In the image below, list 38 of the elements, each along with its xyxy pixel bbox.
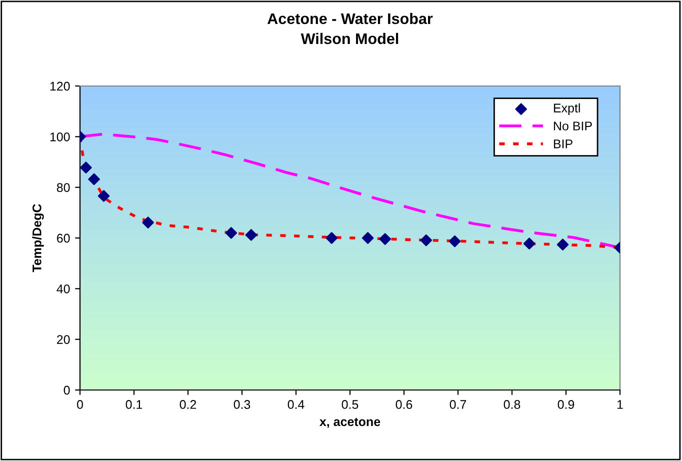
point — [88, 173, 100, 186]
legend-label: No BIP — [554, 122, 592, 130]
y-tick-label: 120 — [50, 82, 70, 91]
point — [379, 233, 391, 245]
point — [225, 227, 238, 239]
y-tick-label: 40 — [56, 284, 70, 294]
point — [80, 162, 92, 174]
y-tick-label: 20 — [57, 335, 70, 344]
x-tick-label: 0.5 — [342, 400, 358, 409]
x-tick-label: 0.2 — [180, 400, 196, 409]
point — [420, 234, 432, 246]
x-axis-title: x, acetone — [320, 418, 380, 428]
point — [556, 238, 569, 250]
point — [98, 190, 110, 202]
legend-label: BIP — [554, 140, 572, 148]
y-axis-title: Temp/DegC — [32, 204, 44, 272]
point — [362, 232, 374, 244]
x-tick-label: 0.6 — [396, 400, 412, 409]
y-tick-label: 60 — [57, 234, 70, 243]
x-tick-label: 1 — [617, 400, 623, 409]
legend-label: Exptl — [554, 103, 580, 115]
chart-subtitle: Wilson Model — [300, 32, 398, 44]
point — [142, 216, 154, 228]
x-tick-label: 0.3 — [234, 400, 250, 409]
point — [245, 229, 258, 241]
x-tick-label: 0.8 — [504, 400, 520, 409]
point — [448, 235, 461, 248]
point — [326, 232, 338, 244]
chart-title: Acetone - Water Isobar — [267, 12, 433, 24]
y-tick-label: 80 — [56, 183, 70, 192]
y-tick-label: 100 — [50, 132, 70, 142]
x-tick-label: 0.9 — [558, 400, 574, 409]
x-tick-label: 0.4 — [288, 400, 304, 409]
x-tick-label: 0.7 — [450, 400, 466, 409]
x-tick-label: 0.1 — [126, 400, 142, 409]
y-tick-label: 0 — [64, 386, 70, 395]
point — [523, 238, 536, 250]
x-tick-label: 0 — [77, 400, 83, 409]
